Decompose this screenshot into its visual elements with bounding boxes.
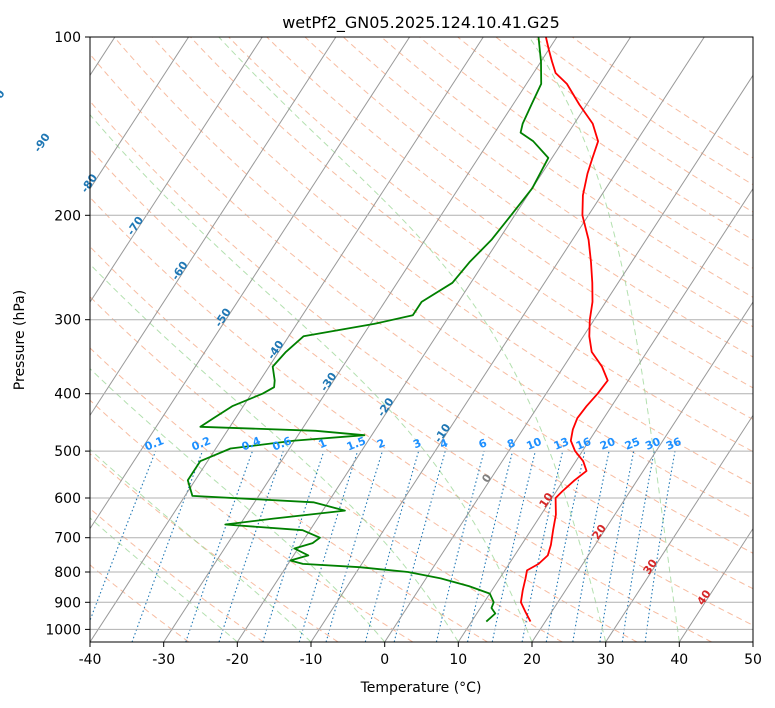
- x-tick-label: -20: [226, 652, 249, 668]
- isotherm-line: [90, 37, 411, 530]
- dry-adiabat: [90, 100, 753, 590]
- dry-adiabat: [90, 245, 638, 642]
- mixing-ratio-label: 3: [411, 436, 423, 451]
- dry-adiabat: [342, 37, 753, 328]
- isotherm-line: [605, 414, 753, 642]
- background-lines: [90, 37, 753, 642]
- isotherm-line: [90, 37, 337, 417]
- x-tick-label: 50: [744, 652, 762, 668]
- dry-adiabat: [90, 399, 414, 642]
- plot-frame: [89, 36, 754, 643]
- moist-adiabat: [90, 367, 386, 642]
- isotherm-line: [678, 527, 753, 642]
- sounding-traces: [186, 37, 609, 623]
- x-tick-label: 40: [670, 652, 688, 668]
- y-tick-label: 700: [54, 531, 81, 547]
- mixing-ratio-line: [90, 450, 157, 622]
- y-tick-label: 900: [54, 595, 81, 611]
- mixing-ratio-line: [644, 450, 676, 642]
- y-tick-label: 100: [54, 30, 81, 46]
- dry-adiabat: [151, 37, 753, 486]
- grid: [90, 37, 753, 642]
- isotherm-line: [384, 74, 753, 642]
- x-tick-label: 0: [380, 652, 389, 668]
- moist-adiabat: [90, 517, 238, 642]
- mixing-ratio-label: 8: [505, 436, 517, 451]
- isotherm-line: [90, 37, 263, 303]
- x-axis-title: Temperature (°C): [360, 680, 482, 696]
- y-tick-label: 600: [54, 491, 81, 507]
- dry-adiabat: [90, 507, 264, 642]
- mixing-ratio-label: 10: [524, 435, 543, 453]
- chart-title: wetPf2_GN05.2025.124.10.41.G25: [282, 13, 560, 33]
- moist-adiabat: [90, 114, 533, 642]
- isotherm-line: [531, 301, 753, 642]
- mixing-ratio-line: [218, 450, 284, 642]
- dewpoint-trace: [186, 37, 550, 623]
- mixing-ratio-line: [466, 450, 514, 642]
- dry-adiabat: [90, 347, 488, 642]
- isotherm-line: [163, 37, 558, 642]
- mixing-ratio-label: 2: [375, 436, 387, 451]
- isotherm-line: [90, 37, 190, 190]
- x-tick-label: -40: [79, 652, 102, 668]
- y-axis-title: Pressure (hPa): [12, 290, 28, 390]
- mixing-ratio-line: [435, 450, 485, 642]
- moist-adiabat: [528, 37, 680, 642]
- mixing-ratio-label: 1: [317, 436, 329, 451]
- isotherm-line: [457, 187, 753, 642]
- x-tick-label: -30: [152, 652, 175, 668]
- mixing-ratio-label: 20: [598, 435, 617, 453]
- isotherm-line: [90, 37, 484, 642]
- y-tick-label: 1000: [45, 622, 81, 638]
- y-tick-label: 300: [54, 313, 81, 329]
- mixing-ratio-label: 25: [623, 435, 642, 453]
- x-axis: -40 -30 -20 -10 0 10 20 30 40 50: [79, 642, 762, 668]
- dry-adiabat: [90, 196, 712, 642]
- mixing-ratio-label: 16: [574, 435, 593, 453]
- dry-adiabat: [113, 37, 753, 520]
- moist-adiabat: [218, 37, 607, 642]
- mixing-ratio-line: [364, 450, 420, 642]
- temperature-trace: [520, 37, 609, 623]
- mixing-ratio-label: 13: [552, 435, 571, 453]
- mixing-ratio-line: [298, 450, 359, 642]
- dry-adiabat: [190, 37, 753, 453]
- x-tick-label: 30: [597, 652, 615, 668]
- y-tick-label: 200: [54, 208, 81, 224]
- mixing-ratio-line: [262, 450, 325, 642]
- mixing-ratio-line: [325, 450, 383, 642]
- mixing-ratio-line: [185, 450, 254, 642]
- y-tick-label: 400: [54, 387, 81, 403]
- isotherm-line: [310, 37, 705, 642]
- x-tick-label: 20: [523, 652, 541, 668]
- mixing-ratio-label: 36: [664, 435, 683, 453]
- isotherm-line: [236, 37, 632, 642]
- dry-adiabat: [90, 296, 563, 642]
- x-tick-label: -10: [300, 652, 323, 668]
- y-axis: 100 200 300 400 500 600 700 800 900 1000: [45, 30, 90, 638]
- y-tick-label: 800: [54, 565, 81, 581]
- dry-adiabat: [90, 148, 753, 626]
- moist-adiabat: [90, 263, 459, 642]
- y-tick-label: 500: [54, 444, 81, 460]
- mixing-ratio-line: [491, 450, 536, 642]
- mixing-ratio-label: 30: [643, 435, 662, 453]
- x-tick-label: 10: [449, 652, 467, 668]
